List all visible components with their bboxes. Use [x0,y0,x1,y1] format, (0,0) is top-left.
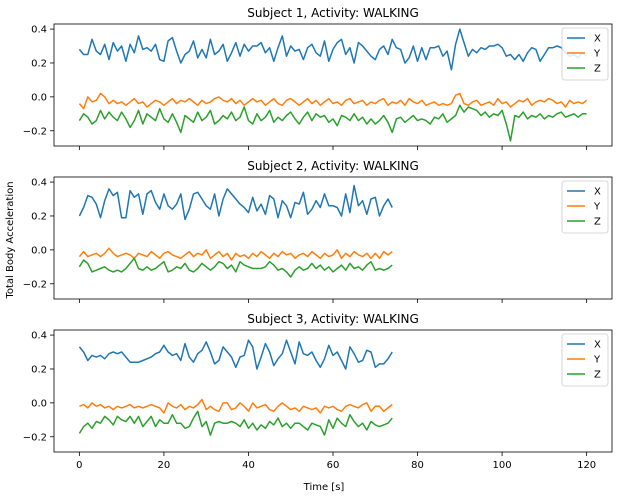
subplot-3: Subject 3, Activity: WALKING −0.2 0.0 0.2 0.… [23,312,613,471]
series-line-z [78,104,587,142]
legend-label-y: Y [593,355,601,366]
legend-label-z: Z [594,64,601,75]
y-tick-label: 0.0 [31,92,47,103]
y-tick-label: −0.2 [23,432,47,443]
x-tick-label: 20 [158,460,171,471]
series-line-x [78,28,588,71]
legend-label-y: Y [593,202,601,213]
series-line-z [78,257,393,278]
x-tick-label: 100 [493,460,512,471]
subplot-1: Subject 1, Activity: WALKING −0.2 0.0 0.2 0.… [23,6,613,150]
legend-label-x: X [594,187,601,198]
series-line-y [78,247,393,261]
subplot-2: Subject 2, Activity: WALKING −0.2 0.0 0.2 0.… [23,159,613,303]
y-tick-label: 0.0 [31,398,47,409]
y-tick-label: −0.2 [23,279,47,290]
series-line-y [79,398,393,414]
axes-frame [53,176,613,300]
axes-frame [53,329,613,453]
subplot-title: Subject 1, Activity: WALKING [247,6,419,20]
legend-label-z: Z [594,370,601,381]
y-tick-label: 0.4 [31,331,47,342]
x-tick-label: 120 [577,460,596,471]
y-tick-label: −0.2 [23,126,47,137]
y-tick-label: 0.2 [31,364,47,375]
y-tick-label: 0.4 [31,178,47,189]
x-tick-label: 80 [411,460,424,471]
legend: XYZ [561,27,609,81]
legend-box [561,27,609,81]
legend-label-x: X [594,34,601,45]
legend: XYZ [561,180,609,234]
legend-box [561,333,609,387]
series-line-x [78,184,393,221]
x-tick-label: 60 [327,460,340,471]
legend-label-x: X [594,340,601,351]
y-tick-label: 0.0 [31,245,47,256]
series-line-z [78,410,393,436]
x-axis-label: Time [s] [303,482,345,493]
y-tick-label: 0.4 [31,25,47,36]
y-axis-label: Total Body Acceleration [5,181,16,299]
y-tick-label: 0.2 [31,58,47,69]
y-tick-label: 0.2 [31,211,47,222]
legend-label-y: Y [593,49,601,60]
legend: XYZ [561,333,609,387]
legend-label-z: Z [594,217,601,228]
subplot-title: Subject 2, Activity: WALKING [247,159,419,173]
x-tick-label: 0 [76,460,82,471]
series-line-x [78,339,393,370]
subplot-title: Subject 3, Activity: WALKING [247,312,419,326]
x-tick-label: 40 [242,460,255,471]
axes-frame [53,23,613,147]
legend-box [561,180,609,234]
series-line-y [78,92,588,110]
